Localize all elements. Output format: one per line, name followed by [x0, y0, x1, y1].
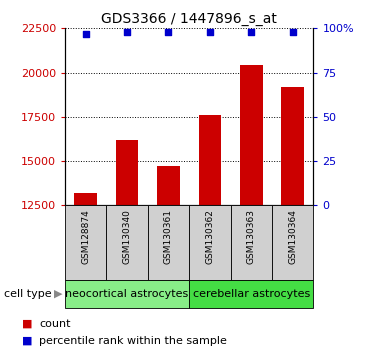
Point	[290, 29, 296, 35]
Text: cell type: cell type	[4, 289, 51, 299]
Text: cerebellar astrocytes: cerebellar astrocytes	[193, 289, 310, 299]
Point	[207, 29, 213, 35]
Text: percentile rank within the sample: percentile rank within the sample	[39, 336, 227, 346]
Text: GSM130362: GSM130362	[206, 209, 214, 264]
Text: GSM130364: GSM130364	[288, 209, 297, 264]
Bar	[148, 205, 189, 280]
Point	[124, 29, 130, 35]
Bar	[231, 205, 272, 280]
Bar	[65, 205, 106, 280]
Point	[83, 31, 89, 36]
Point	[249, 29, 255, 35]
Text: GSM128874: GSM128874	[81, 209, 90, 264]
Bar	[272, 205, 313, 280]
Bar	[189, 205, 231, 280]
Point	[165, 29, 171, 35]
Text: neocortical astrocytes: neocortical astrocytes	[65, 289, 189, 299]
Bar	[74, 193, 97, 205]
Text: count: count	[39, 319, 70, 329]
Text: ■: ■	[22, 319, 33, 329]
Bar	[106, 205, 148, 280]
Bar	[116, 140, 138, 205]
Text: GSM130340: GSM130340	[122, 209, 132, 264]
Text: ▶: ▶	[54, 289, 62, 299]
Bar	[281, 87, 304, 205]
Bar	[240, 65, 263, 205]
Bar	[198, 115, 221, 205]
Bar	[189, 280, 313, 308]
Text: GSM130361: GSM130361	[164, 209, 173, 264]
Text: ■: ■	[22, 336, 33, 346]
Text: GSM130363: GSM130363	[247, 209, 256, 264]
Bar	[65, 280, 189, 308]
Title: GDS3366 / 1447896_s_at: GDS3366 / 1447896_s_at	[101, 12, 277, 26]
Bar	[157, 166, 180, 205]
